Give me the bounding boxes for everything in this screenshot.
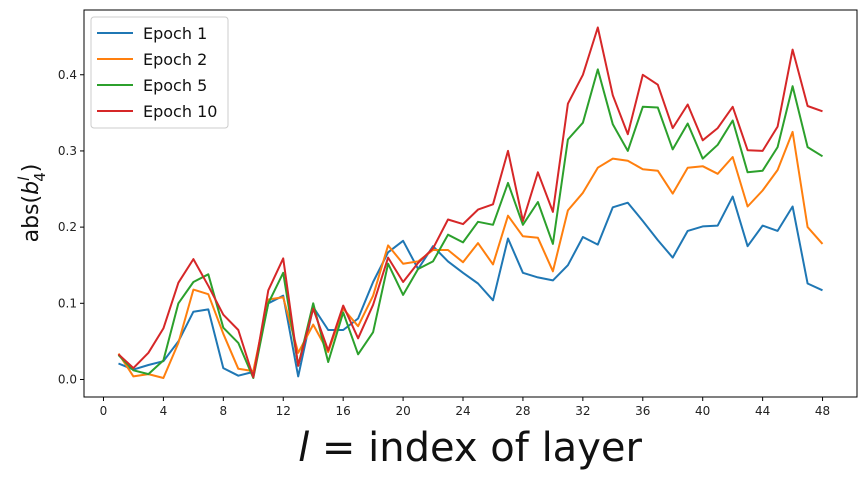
y-axis-label-prefix: abs( [19, 195, 44, 243]
x-tick-label: 40 [695, 404, 710, 418]
legend: Epoch 1 Epoch 2 Epoch 5 Epoch 10 [90, 16, 229, 129]
y-axis-ticks: 0.0 0.1 0.2 0.3 0.4 [58, 68, 84, 386]
series-line-4 [117, 26, 823, 379]
series-line-1 [118, 195, 823, 378]
x-tick-label: 4 [160, 404, 168, 418]
x-tick-label: 28 [515, 404, 530, 418]
y-tick-label: 0.1 [58, 296, 77, 310]
y-axis-label-base: b [19, 181, 44, 195]
x-axis-label: l = index of layer [298, 425, 642, 471]
x-tick-label: 20 [395, 404, 410, 418]
y-tick-label: 0.3 [58, 144, 77, 158]
legend-label-4: Epoch 10 [143, 102, 217, 121]
y-tick-label: 0.4 [58, 68, 77, 82]
x-axis-label-text: = index of layer [309, 425, 642, 471]
legend-label-2: Epoch 2 [143, 50, 207, 69]
x-tick-label: 24 [455, 404, 470, 418]
series-line-3 [117, 68, 824, 379]
y-axis-label: abs(bl4) [15, 164, 49, 243]
plot-frame [83, 9, 858, 398]
x-axis-ticks: 0 4 8 12 16 20 24 28 32 36 40 44 48 [100, 397, 830, 418]
y-axis-label-superscript: l [15, 176, 33, 181]
x-tick-label: 48 [815, 404, 830, 418]
x-tick-label: 44 [755, 404, 770, 418]
x-tick-label: 32 [575, 404, 590, 418]
legend-label-1: Epoch 1 [143, 24, 207, 43]
y-tick-label: 0.0 [58, 372, 77, 386]
x-tick-label: 12 [276, 404, 291, 418]
series-layer [117, 26, 824, 379]
legend-box [90, 16, 229, 129]
x-axis-label-variable: l [298, 425, 309, 471]
x-tick-label: 16 [336, 404, 351, 418]
x-tick-label: 0 [100, 404, 108, 418]
legend-label-3: Epoch 5 [143, 76, 207, 95]
y-axis-label-subscript: 4 [31, 172, 49, 182]
y-axis-label-suffix: ) [19, 164, 44, 173]
y-tick-label: 0.2 [58, 220, 77, 234]
x-tick-label: 36 [635, 404, 650, 418]
x-tick-label: 8 [219, 404, 227, 418]
series-line-2 [117, 130, 824, 379]
